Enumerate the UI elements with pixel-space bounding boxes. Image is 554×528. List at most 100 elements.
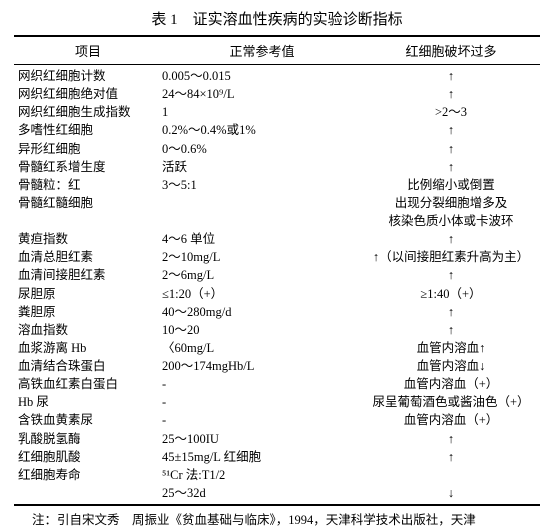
cell-normal-value: 25～100IU xyxy=(162,430,362,448)
cell-item: 异形红细胞 xyxy=(14,140,162,158)
table-row: 溶血指数10～20↑ xyxy=(14,321,540,339)
cell-normal-value: 0.2%～0.4%或1% xyxy=(162,121,362,139)
table-row: 异形红细胞0～0.6%↑ xyxy=(14,140,540,158)
cell-normal-value: 45±15mg/L 红细胞 xyxy=(162,448,362,466)
cell-item: 红细胞肌酸 xyxy=(14,448,162,466)
cell-item: 血浆游离 Hb xyxy=(14,339,162,357)
table-row: 红细胞肌酸45±15mg/L 红细胞↑ xyxy=(14,448,540,466)
cell-normal-value: 活跃 xyxy=(162,158,362,176)
cell-result: ↑（以间接胆红素升高为主） xyxy=(362,248,540,266)
table-row: 网织红细胞计数0.005～0.015↑ xyxy=(14,67,540,85)
table-body: 网织红细胞计数0.005～0.015↑网织红细胞绝对值24～84×10⁹/L↑网… xyxy=(14,65,540,504)
table-row: 粪胆原40～280mg/d↑ xyxy=(14,303,540,321)
cell-result: ↑ xyxy=(362,266,540,284)
citation-note: 注：引自宋文秀 周振业《贫血基础与临床》，1994，天津科学技术出版社，天津 xyxy=(14,505,540,528)
cell-item xyxy=(14,484,162,502)
cell-result: ↑ xyxy=(362,158,540,176)
cell-result: >2～3 xyxy=(362,103,540,121)
cell-normal-value: 10～20 xyxy=(162,321,362,339)
table-row: 核染色质小体或卡波环 xyxy=(14,212,540,230)
cell-normal-value: ≤1:20（+） xyxy=(162,285,362,303)
cell-result xyxy=(362,466,540,484)
cell-result: ↑ xyxy=(362,448,540,466)
cell-normal-value: - xyxy=(162,393,362,411)
cell-item: 网织红细胞绝对值 xyxy=(14,85,162,103)
header-result-col: 红细胞破坏过多 xyxy=(362,41,540,60)
cell-result: ↑ xyxy=(362,321,540,339)
cell-item: 尿胆原 xyxy=(14,285,162,303)
cell-result: ↑ xyxy=(362,140,540,158)
cell-normal-value: 25～32d xyxy=(162,484,362,502)
cell-normal-value: 3～5:1 xyxy=(162,176,362,194)
cell-normal-value: ⁵¹Cr 法:T1/2 xyxy=(162,466,362,484)
cell-result: ↑ xyxy=(362,230,540,248)
table-row: 高铁血红素白蛋白-血管内溶血（+） xyxy=(14,375,540,393)
cell-item: 网织红细胞生成指数 xyxy=(14,103,162,121)
cell-item: 红细胞寿命 xyxy=(14,466,162,484)
table-title: 表 1 证实溶血性疾病的实验诊断指标 xyxy=(14,8,540,29)
cell-normal-value: 2～6mg/L xyxy=(162,266,362,284)
cell-result: 尿呈葡萄酒色或酱油色（+） xyxy=(362,393,540,411)
cell-item: 粪胆原 xyxy=(14,303,162,321)
cell-item: 骨髓红髓细胞 xyxy=(14,194,162,212)
cell-item: 血清总胆红素 xyxy=(14,248,162,266)
cell-normal-value xyxy=(162,194,362,212)
table-row: 含铁血黄素尿-血管内溶血（+） xyxy=(14,411,540,429)
table-header-row: 项目 正常参考值 红细胞破坏过多 xyxy=(14,37,540,65)
table-row: 多嗜性红细胞0.2%～0.4%或1%↑ xyxy=(14,121,540,139)
table-row: 骨髓红髓细胞 出现分裂细胞增多及 xyxy=(14,194,540,212)
cell-normal-value: 0.005～0.015 xyxy=(162,67,362,85)
cell-item: 黄疸指数 xyxy=(14,230,162,248)
table-row: 骨髓粒：红3～5:1比例缩小或倒置 xyxy=(14,176,540,194)
header-item-col: 项目 xyxy=(14,41,162,60)
table-row: 骨髓红系增生度活跃↑ xyxy=(14,158,540,176)
cell-normal-value: 0～0.6% xyxy=(162,140,362,158)
cell-item: Hb 尿 xyxy=(14,393,162,411)
cell-normal-value: - xyxy=(162,375,362,393)
cell-normal-value: 4～6 单位 xyxy=(162,230,362,248)
cell-item xyxy=(14,212,162,230)
cell-result: 血管内溶血（+） xyxy=(362,411,540,429)
cell-normal-value xyxy=(162,212,362,230)
cell-item: 骨髓红系增生度 xyxy=(14,158,162,176)
table-row: 乳酸脱氢酶25～100IU↑ xyxy=(14,430,540,448)
cell-item: 网织红细胞计数 xyxy=(14,67,162,85)
table-row: 网织红细胞绝对值24～84×10⁹/L↑ xyxy=(14,85,540,103)
cell-item: 乳酸脱氢酶 xyxy=(14,430,162,448)
cell-result: ↑ xyxy=(362,67,540,85)
cell-normal-value: 200～174mgHb/L xyxy=(162,357,362,375)
cell-result: 血管内溶血↑ xyxy=(362,339,540,357)
cell-normal-value: 1 xyxy=(162,103,362,121)
cell-item: 血清结合珠蛋白 xyxy=(14,357,162,375)
cell-item: 骨髓粒：红 xyxy=(14,176,162,194)
cell-normal-value: 40～280mg/d xyxy=(162,303,362,321)
cell-result: 核染色质小体或卡波环 xyxy=(362,212,540,230)
cell-normal-value: 〈60mg/L xyxy=(162,339,362,357)
diagnostic-table: 项目 正常参考值 红细胞破坏过多 网织红细胞计数0.005～0.015↑网织红细… xyxy=(14,35,540,505)
cell-result: ↑ xyxy=(362,85,540,103)
table-row: 25～32d↓ xyxy=(14,484,540,502)
cell-result: ≥1:40（+） xyxy=(362,285,540,303)
table-row: 血清总胆红素2～10mg/L↑（以间接胆红素升高为主） xyxy=(14,248,540,266)
cell-result: 血管内溶血（+） xyxy=(362,375,540,393)
cell-result: ↓ xyxy=(362,484,540,502)
cell-result: ↑ xyxy=(362,430,540,448)
table-row: 红细胞寿命⁵¹Cr 法:T1/2 xyxy=(14,466,540,484)
cell-item: 溶血指数 xyxy=(14,321,162,339)
cell-result: 出现分裂细胞增多及 xyxy=(362,194,540,212)
cell-result: ↑ xyxy=(362,121,540,139)
cell-item: 含铁血黄素尿 xyxy=(14,411,162,429)
cell-normal-value: - xyxy=(162,411,362,429)
cell-result: 比例缩小或倒置 xyxy=(362,176,540,194)
cell-normal-value: 24～84×10⁹/L xyxy=(162,85,362,103)
table-row: 血清结合珠蛋白200～174mgHb/L血管内溶血↓ xyxy=(14,357,540,375)
header-normal-col: 正常参考值 xyxy=(162,41,362,60)
cell-normal-value: 2～10mg/L xyxy=(162,248,362,266)
table-row: 血浆游离 Hb〈60mg/L血管内溶血↑ xyxy=(14,339,540,357)
cell-item: 高铁血红素白蛋白 xyxy=(14,375,162,393)
cell-result: 血管内溶血↓ xyxy=(362,357,540,375)
cell-item: 血清间接胆红素 xyxy=(14,266,162,284)
cell-item: 多嗜性红细胞 xyxy=(14,121,162,139)
table-row: 网织红细胞生成指数1>2～3 xyxy=(14,103,540,121)
table-row: 血清间接胆红素2～6mg/L↑ xyxy=(14,266,540,284)
